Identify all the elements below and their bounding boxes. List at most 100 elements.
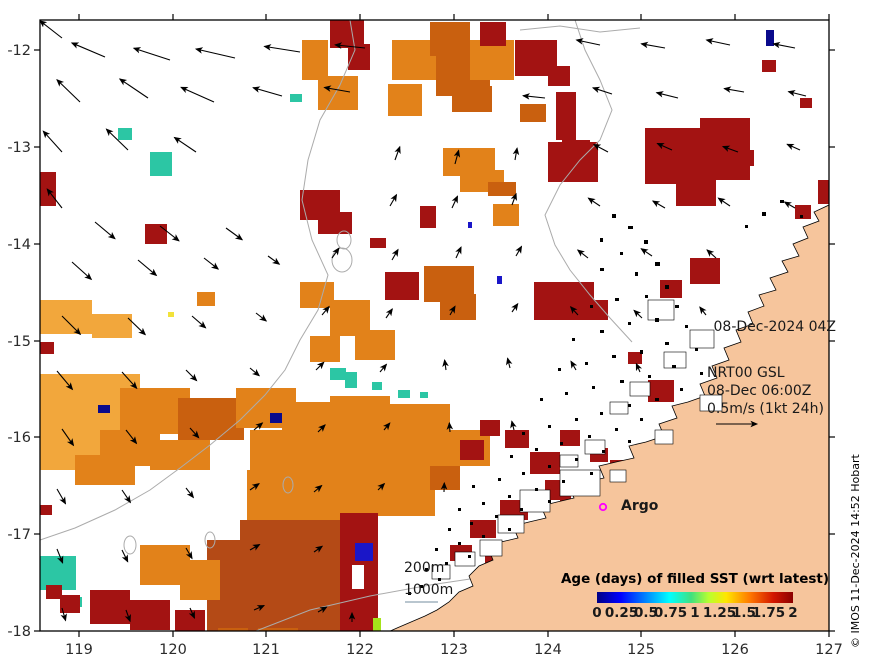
- island-speckle: [590, 305, 593, 308]
- bathymetry-contour: [204, 531, 216, 549]
- current-vector: [379, 363, 388, 373]
- island-speckle: [520, 508, 523, 511]
- current-vector: [569, 306, 579, 316]
- current-vector: [512, 147, 520, 161]
- sst-age-patch: [660, 280, 682, 298]
- sst-age-patch: [90, 590, 130, 624]
- sst-age-patch: [355, 543, 373, 561]
- current-vector: [655, 91, 679, 99]
- x-tick-label: 125: [627, 642, 655, 658]
- sst-age-patch: [470, 40, 514, 80]
- sst-age-patch: [468, 222, 472, 228]
- sst-age-patch: [352, 565, 364, 589]
- map-datetime-label: 08-Dec-2024 04Z: [713, 319, 837, 335]
- current-vector: [640, 248, 653, 257]
- sst-age-patch: [645, 128, 709, 184]
- x-tick-label: 124: [534, 642, 562, 658]
- sst-age-patch: [355, 330, 395, 360]
- bathymetry-contour: [336, 230, 352, 250]
- current-vector: [253, 422, 264, 431]
- colorbar-tick-label: 2: [788, 605, 798, 621]
- current-vector: [188, 607, 195, 620]
- island-speckle: [628, 440, 631, 443]
- colorbar-tick-label: 0.25: [604, 605, 639, 621]
- current-vector: [635, 362, 643, 373]
- island-speckle: [468, 555, 471, 558]
- current-vector: [125, 429, 138, 445]
- current-vector: [180, 86, 215, 103]
- island-speckle: [615, 428, 618, 431]
- argo-float-marker: [598, 502, 608, 512]
- current-vector: [451, 195, 458, 209]
- island-speckle: [640, 418, 643, 421]
- x-tick-label: 120: [159, 642, 187, 658]
- current-vector: [185, 487, 195, 499]
- current-vector: [121, 549, 129, 563]
- sst-age-patch: [766, 30, 774, 46]
- sst-age-patch: [488, 182, 516, 196]
- coastal-inlet: [497, 514, 525, 534]
- sst-age-patch: [480, 22, 506, 46]
- current-vector: [570, 360, 578, 371]
- y-tick-label: -14: [7, 237, 31, 253]
- current-vector: [656, 142, 673, 151]
- island-speckle: [588, 435, 591, 438]
- island-speckle: [602, 450, 605, 453]
- sst-age-patch: [370, 238, 386, 248]
- island-speckle: [565, 392, 568, 395]
- bathymetry-contour: [331, 247, 353, 273]
- sst-age-patch: [795, 205, 811, 219]
- colorbar-tick-label: 0: [592, 605, 602, 621]
- current-vector: [255, 312, 268, 322]
- island-speckle: [745, 225, 748, 228]
- colorbar-gradient: [597, 592, 793, 603]
- sst-age-patch: [197, 292, 215, 306]
- sst-age-patch: [440, 294, 476, 320]
- island-speckle: [560, 442, 563, 445]
- island-speckle: [655, 398, 659, 401]
- current-vector: [60, 607, 67, 622]
- sst-age-patch: [318, 76, 358, 110]
- current-vector: [515, 245, 523, 257]
- sst-age-patch: [676, 178, 716, 206]
- island-speckle: [408, 592, 411, 595]
- island-speckle: [685, 325, 688, 328]
- sst-age-patch: [530, 452, 560, 474]
- current-vector: [203, 257, 220, 270]
- island-speckle: [562, 480, 565, 483]
- current-vector: [389, 193, 398, 207]
- current-vector: [576, 249, 589, 259]
- sst-age-patch: [218, 628, 248, 631]
- current-vector: [783, 201, 796, 209]
- sst-age-patch: [258, 628, 298, 631]
- current-vector: [717, 197, 731, 207]
- island-speckle: [448, 528, 451, 531]
- y-tick-label: -17: [7, 527, 31, 543]
- island-speckle: [780, 200, 784, 203]
- current-vector: [189, 427, 200, 439]
- island-speckle: [420, 585, 423, 588]
- landmass: [389, 204, 829, 631]
- current-vector: [313, 484, 323, 493]
- depth-1000m-label: 1000m: [404, 582, 454, 598]
- island-speckle: [655, 318, 659, 322]
- current-vector: [334, 42, 366, 49]
- current-vector: [383, 422, 391, 431]
- colorbar-tick-label: 1.25: [702, 605, 737, 621]
- sst-age-patch: [130, 600, 170, 630]
- sst-age-patch: [800, 98, 812, 108]
- island-speckle: [575, 458, 578, 461]
- island-speckle: [575, 418, 578, 421]
- island-speckle: [495, 515, 498, 518]
- sst-age-patch: [398, 390, 410, 398]
- current-vector: [575, 38, 601, 46]
- current-vector: [317, 424, 326, 433]
- island-speckle: [470, 522, 473, 525]
- island-speckle: [600, 412, 603, 415]
- island-speckle: [548, 500, 551, 503]
- island-speckle: [675, 305, 679, 308]
- island-speckle: [548, 465, 551, 468]
- current-vector: [70, 42, 106, 58]
- current-vector: [446, 421, 454, 433]
